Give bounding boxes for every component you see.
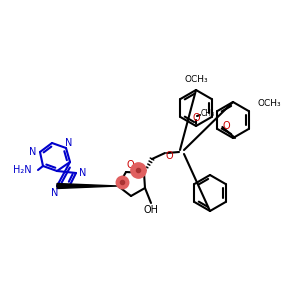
Text: H₂N: H₂N (14, 165, 32, 175)
Text: O: O (165, 151, 173, 161)
Text: OH: OH (143, 205, 158, 215)
Text: O: O (126, 160, 134, 170)
Text: N: N (51, 188, 59, 198)
Text: O: O (192, 113, 200, 123)
Text: N: N (79, 168, 87, 178)
Text: O: O (223, 121, 230, 131)
Text: N: N (65, 138, 73, 148)
Text: CH₃: CH₃ (201, 110, 215, 118)
Text: OCH₃: OCH₃ (184, 76, 208, 85)
Polygon shape (57, 184, 118, 188)
Text: OCH₃: OCH₃ (258, 100, 282, 109)
Text: N: N (29, 147, 37, 157)
